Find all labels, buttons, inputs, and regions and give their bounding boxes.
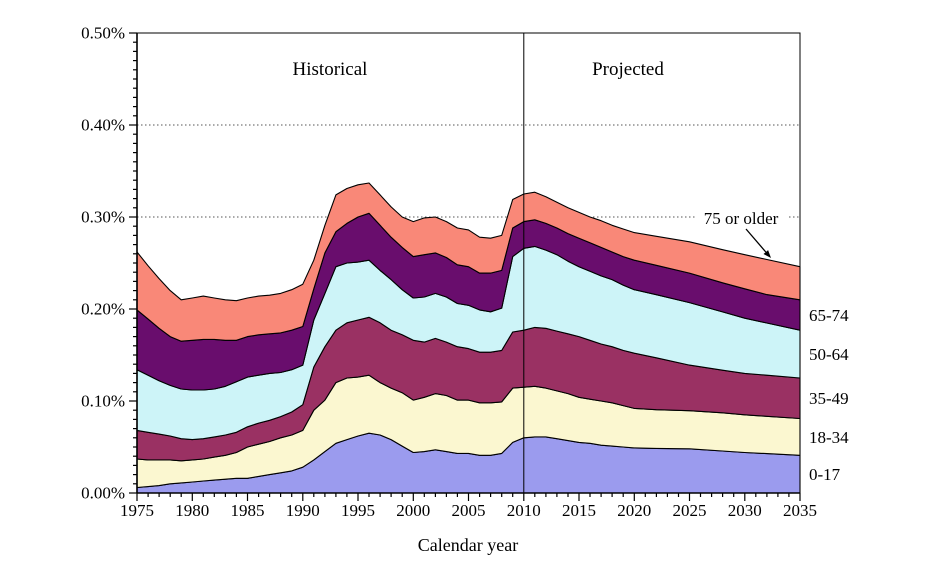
y-tick-label: 0.30% [81,208,125,227]
x-tick-label: 1975 [120,501,154,520]
band-label-50-64: 50-64 [809,345,849,364]
x-tick-label: 2010 [507,501,541,520]
band-label-18-34: 18-34 [809,428,849,447]
band-label-65-74: 65-74 [809,306,849,325]
stacked-areas-layer [136,182,801,494]
x-tick-label: 2015 [562,501,596,520]
callout-label-background [697,209,787,228]
x-tick-label: 2025 [673,501,707,520]
x-tick-label: 1985 [231,501,265,520]
y-tick-label: 0.50% [81,24,125,43]
projected-period-label: Projected [592,59,664,80]
y-tick-label: 0.10% [81,392,125,411]
static-annotations: Historical Projected Calendar year 75 or… [293,59,787,555]
x-tick-label: 1980 [175,501,209,520]
historical-period-label: Historical [293,59,368,80]
band-label-35-49: 35-49 [809,389,849,408]
band-labels-layer: 0-17 18-34 35-49 50-64 65-74 [809,306,849,484]
y-tick-label: 0.00% [81,484,125,503]
x-tick-label: 2000 [396,501,430,520]
axis-ticks-layer: 0.00% 0.10% 0.20% 0.30% 0.40% 0.50% 1975 1980 19… [81,24,817,521]
y-tick-label: 0.20% [81,300,125,319]
y-tick-label: 0.40% [81,116,125,135]
x-tick-label: 2005 [452,501,486,520]
x-tick-label: 2030 [728,501,762,520]
x-tick-label: 2020 [617,501,651,520]
x-tick-label: 1995 [341,501,375,520]
callout-75-or-older-label: 75 or older [704,209,779,228]
x-axis-title: Calendar year [418,535,518,555]
band-label-0-17: 0-17 [809,465,841,484]
x-tick-label: 1990 [286,501,320,520]
x-tick-label: 2035 [783,501,817,520]
callout-arrow-line [745,228,767,253]
callout-arrow-head-icon [763,250,771,258]
